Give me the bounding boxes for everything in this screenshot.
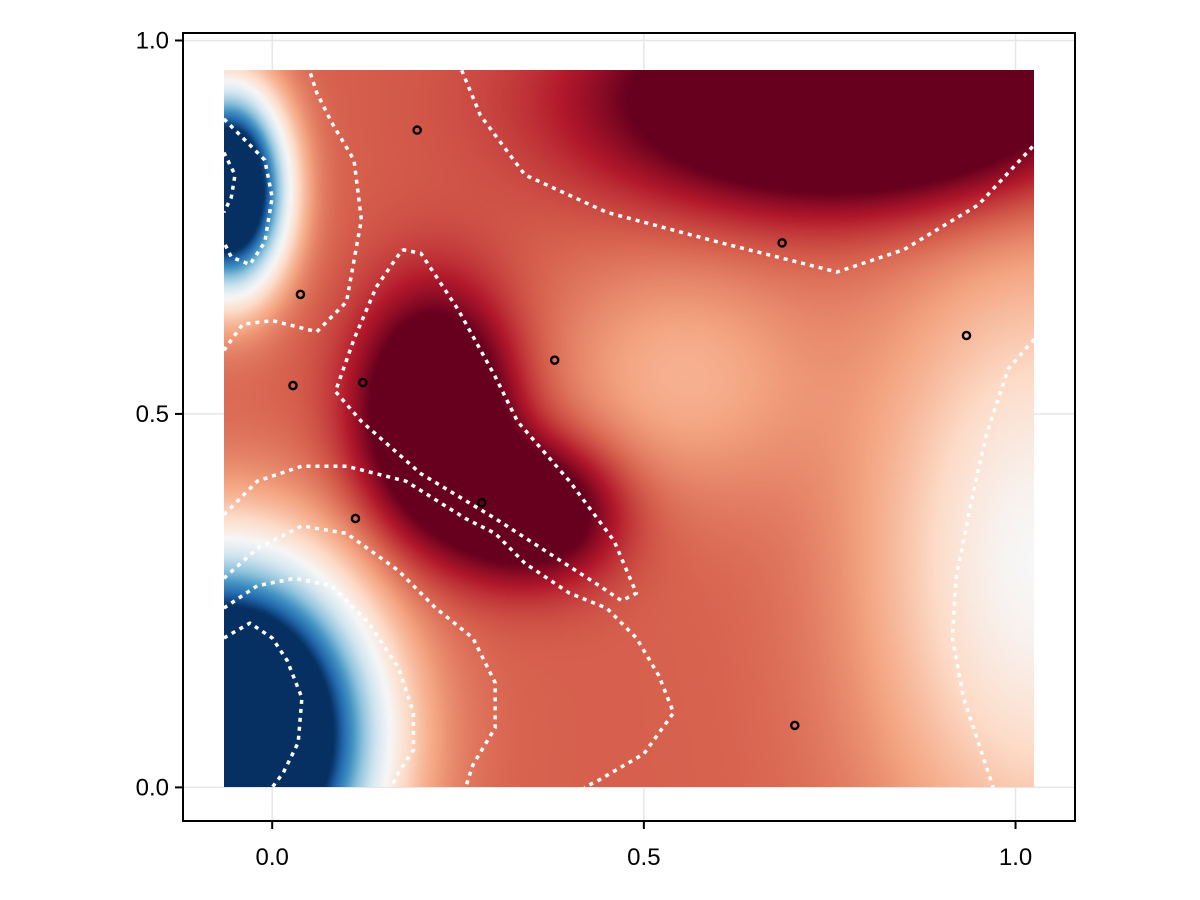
sample-point: [777, 238, 787, 248]
contour-line-bottom-left-1: [222, 464, 676, 789]
contour-lines: [222, 69, 1036, 789]
sample-point: [549, 355, 560, 365]
x-axis: 0.0 0.5 1.0: [256, 821, 1032, 871]
y-axis: 0.0 0.5 1.0: [136, 27, 183, 801]
sample-point: [961, 330, 972, 341]
y-tick-label: 1.0: [136, 27, 169, 54]
contour-line-right-edge: [950, 338, 1036, 788]
contour-line-top-left-outer: [222, 69, 364, 352]
sample-point: [412, 125, 422, 135]
x-tick-label: 1.0: [999, 844, 1032, 871]
sample-points: [288, 125, 972, 731]
plot-frame: [182, 32, 1076, 822]
y-tick-label: 0.5: [136, 401, 169, 428]
sample-point: [358, 377, 368, 388]
x-tick-label: 0.0: [256, 844, 289, 871]
sample-point: [288, 380, 298, 391]
y-tick-label: 0.0: [136, 774, 169, 801]
sample-point: [477, 498, 487, 508]
x-tick-label: 0.5: [627, 844, 660, 871]
contour-line-central-triangle: [333, 247, 639, 603]
contour-line-top-left-core: [222, 151, 237, 214]
sample-point: [295, 289, 306, 300]
sample-point: [789, 720, 800, 731]
sample-point: [350, 513, 361, 524]
contour-line-top-left-inner: [222, 117, 274, 267]
